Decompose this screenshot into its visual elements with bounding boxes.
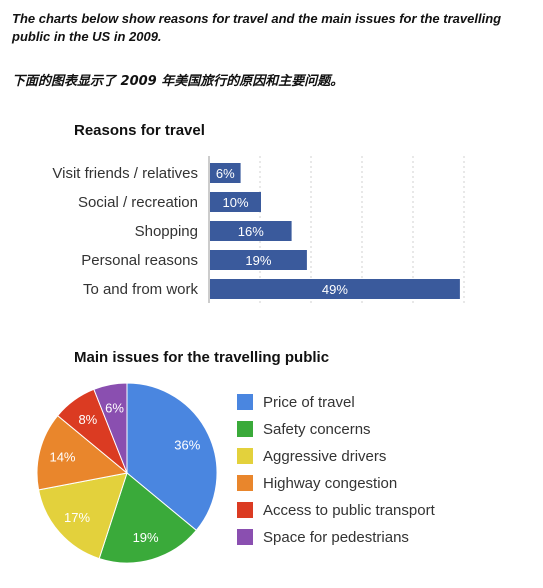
category-label: Shopping xyxy=(135,223,198,240)
bar-value-label: 6% xyxy=(216,166,235,181)
bar xyxy=(210,192,261,212)
legend-label: Price of travel xyxy=(263,394,355,411)
bar xyxy=(210,279,460,299)
category-label: To and from work xyxy=(83,281,199,298)
slice-value-label: 36% xyxy=(174,438,200,453)
legend-label: Access to public transport xyxy=(263,502,436,519)
legend-swatch xyxy=(237,475,253,491)
intro-text-chinese: 下面的图表显示了 2009 年美国旅行的原因和主要问题。 xyxy=(12,74,344,89)
intro-text: The charts below show reasons for travel… xyxy=(12,11,502,44)
slice-value-label: 6% xyxy=(105,401,124,416)
bar-value-label: 19% xyxy=(245,253,271,268)
pie-slice xyxy=(36,414,129,491)
slice-value-label: 19% xyxy=(133,530,159,545)
bar-value-label: 10% xyxy=(222,195,248,210)
bar xyxy=(210,221,292,241)
bar-value-label: 16% xyxy=(238,224,264,239)
legend-swatch xyxy=(237,529,253,545)
legend-label: Aggressive drivers xyxy=(263,448,386,465)
bar-chart-title: Reasons for travel xyxy=(74,122,205,139)
legend-swatch xyxy=(237,394,253,410)
slice-value-label: 8% xyxy=(78,412,97,427)
category-label: Social / recreation xyxy=(78,194,198,211)
pie-slice xyxy=(93,382,128,474)
pie-slice xyxy=(38,472,128,560)
legend-label: Space for pedestrians xyxy=(263,529,409,546)
legend-swatch xyxy=(237,448,253,464)
legend-swatch xyxy=(237,502,253,518)
slice-value-label: 14% xyxy=(49,449,75,464)
pie-chart-title: Main issues for the travelling public xyxy=(74,349,330,366)
pie-slice xyxy=(126,382,218,532)
category-label: Visit friends / relatives xyxy=(52,165,198,182)
slice-value-label: 17% xyxy=(64,510,90,525)
bar xyxy=(210,163,241,183)
legend-swatch xyxy=(237,421,253,437)
legend-label: Safety concerns xyxy=(263,421,371,438)
pie-slice xyxy=(98,472,198,564)
bar-value-label: 49% xyxy=(322,282,348,297)
category-label: Personal reasons xyxy=(81,252,198,269)
legend-label: Highway congestion xyxy=(263,475,397,492)
bar xyxy=(210,250,307,270)
